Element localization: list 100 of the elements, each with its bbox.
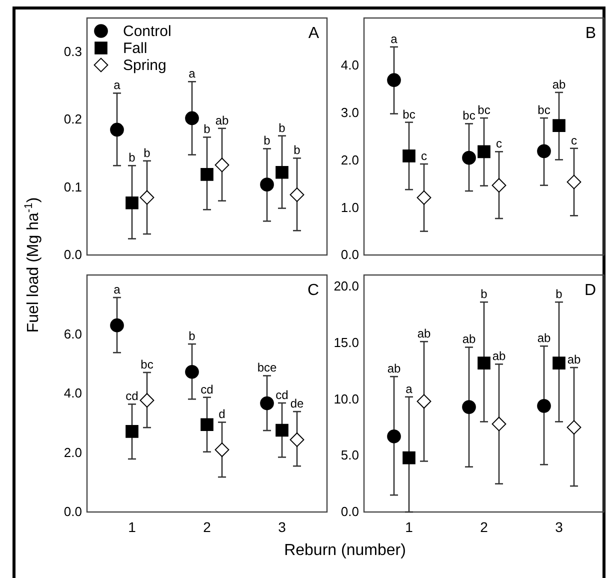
annotation: a: [406, 382, 413, 396]
point: [126, 196, 138, 210]
point: [552, 119, 566, 132]
point: [110, 318, 124, 332]
y-tick-label: 0.0: [64, 247, 82, 262]
point: [387, 73, 401, 88]
point: [200, 418, 214, 432]
y-tick-label: 1.0: [340, 200, 359, 215]
y-tick-label: 6.0: [64, 326, 82, 342]
point: [290, 188, 304, 202]
y-tick-label: 10.0: [334, 391, 359, 406]
annotation: ab: [567, 352, 581, 367]
annotation: b: [556, 287, 563, 302]
point: [126, 425, 138, 438]
y-tick-label: 0.0: [64, 504, 82, 520]
annotation: b: [264, 134, 271, 148]
point: [214, 158, 230, 172]
point: [140, 393, 154, 408]
point: [185, 364, 199, 379]
x-tick-label: 2: [203, 518, 212, 535]
annotation: de: [290, 396, 304, 411]
point: [566, 420, 582, 435]
annotation: ab: [387, 362, 401, 376]
annotation: a: [114, 282, 121, 297]
annotation: bc: [538, 103, 550, 118]
annotation: d: [218, 407, 226, 422]
point: [492, 178, 506, 193]
annotation: c: [421, 148, 427, 163]
point: [462, 150, 476, 165]
chart-title: C: [307, 282, 319, 299]
annotation: ab: [215, 113, 229, 128]
annotation: ab: [552, 77, 566, 92]
y-tick-label: 0.2: [64, 112, 82, 127]
point: [276, 424, 288, 437]
y-tick-label: 5.0: [340, 448, 359, 463]
point: [110, 122, 124, 137]
point: [260, 178, 274, 192]
annotation: a: [390, 32, 398, 46]
annotation: b: [144, 146, 151, 160]
annotation: b: [204, 122, 211, 136]
annotation: bc: [402, 107, 416, 122]
x-tick-label: 1: [128, 518, 136, 535]
x-tick-label: 3: [278, 518, 286, 535]
point: [552, 356, 566, 370]
y-tick-label: 4.0: [340, 58, 359, 73]
annotation: bc: [140, 357, 154, 372]
annotation: ab: [492, 349, 506, 364]
y-tick-label: 2.0: [340, 152, 359, 168]
annotation: cd: [276, 388, 288, 402]
y-tick-label: 3.0: [340, 104, 359, 120]
point: [478, 356, 490, 370]
y-tick-label: 0.3: [64, 44, 82, 60]
chart-title: A: [308, 25, 320, 42]
legend-label: Spring: [123, 57, 166, 74]
y-tick-label: 4.0: [64, 386, 82, 401]
point: [402, 150, 416, 162]
y-tick-label: 0.0: [340, 504, 359, 520]
point: [478, 145, 490, 158]
point: [185, 111, 199, 126]
point: [492, 416, 506, 432]
chart-title: D: [584, 282, 596, 299]
point: [276, 166, 288, 179]
annotation: cd: [126, 389, 138, 404]
point: [537, 144, 551, 158]
legend-label: Control: [123, 23, 172, 40]
annotation: ab: [417, 326, 431, 341]
annotation: a: [188, 66, 196, 81]
y-tick-label: 2.0: [64, 444, 82, 460]
y-tick-label: 15.0: [334, 334, 359, 350]
annotation: ab: [462, 332, 476, 346]
annotation: c: [571, 133, 577, 148]
annotation: ab: [537, 331, 551, 346]
annotation: b: [294, 143, 301, 158]
point: [214, 442, 230, 457]
point: [537, 398, 551, 413]
point: [260, 396, 274, 410]
annotation: bc: [462, 108, 476, 123]
annotation: bce: [257, 360, 277, 375]
annotation: b: [480, 287, 488, 302]
point: [140, 190, 154, 205]
x-tick-label: 3: [555, 518, 564, 535]
x-axis-title: Reburn (number): [284, 542, 406, 559]
point: [566, 174, 582, 190]
point: [200, 168, 214, 181]
y-tick-label: 0.1: [64, 179, 82, 194]
annotation: cd: [200, 382, 214, 396]
point: [387, 429, 401, 444]
point: [416, 394, 432, 409]
point: [416, 190, 432, 205]
x-tick-label: 1: [405, 518, 414, 535]
annotation: b: [278, 120, 286, 135]
annotation: b: [188, 329, 196, 344]
point: [290, 432, 304, 447]
point: [462, 400, 476, 414]
annotation: bc: [478, 103, 490, 118]
chart-title: B: [585, 25, 596, 42]
annotation: b: [128, 150, 136, 165]
y-tick-label: 20.0: [334, 278, 359, 294]
annotation: c: [496, 136, 502, 151]
y-tick-label: 0.0: [340, 247, 359, 262]
